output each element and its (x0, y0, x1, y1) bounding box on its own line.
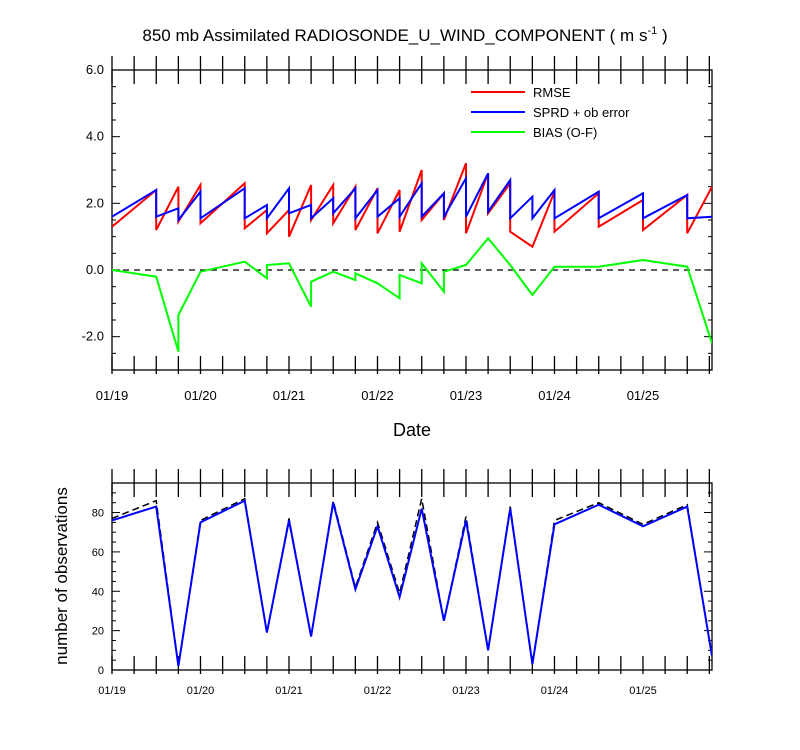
legend-label: RMSE (533, 85, 571, 100)
x-tick-label: 01/24 (541, 685, 569, 697)
x-tick-label: 01/25 (627, 388, 660, 403)
x-tick-label: 01/24 (538, 388, 571, 403)
y-tick-label: 6.0 (86, 62, 104, 77)
chart-title-end: ) (657, 26, 667, 45)
x-tick-label: 01/19 (96, 388, 129, 403)
bottom-panel: 0 20 40 60 80 01/19 01/20 01/21 01/22 01/23 01/24 0… (92, 469, 713, 697)
series-line-observations-total (112, 497, 712, 667)
y-tick-label: 4.0 (86, 129, 104, 144)
legend: RMSE SPRD + ob error BIAS (O-F) (471, 85, 630, 140)
y-tick-label: 60 (92, 547, 104, 559)
legend-label: BIAS (O-F) (533, 125, 597, 140)
x-tick-label: 01/22 (364, 685, 392, 697)
y-tick-label: 80 (92, 508, 104, 520)
chart-title-superscript: -1 (647, 25, 657, 37)
y-tick-label: -2.0 (82, 329, 104, 344)
y-tick-label: 0 (98, 665, 104, 677)
series-line-sprd-ob-error (112, 172, 712, 223)
y-axis-title-observations: number of observations (52, 487, 71, 665)
y-tick-label: 20 (92, 626, 104, 638)
series-line-rmse (112, 162, 712, 249)
obs-panel-frame (111, 482, 713, 671)
x-tick-label: 01/22 (361, 388, 394, 403)
x-tick-label: 01/20 (187, 685, 215, 697)
y-tick-label: 0.0 (86, 262, 104, 277)
x-tick-label: 01/20 (184, 388, 217, 403)
legend-label: SPRD + ob error (533, 105, 630, 120)
x-axis-title: Date (393, 420, 431, 440)
chart-title-main: 850 mb Assimilated RADIOSONDE_U_WIND_COM… (142, 26, 647, 45)
x-tick-label: 01/23 (450, 388, 483, 403)
x-tick-label: 01/23 (452, 685, 480, 697)
y-tick-label: 2.0 (86, 195, 104, 210)
chart-title: 850 mb Assimilated RADIOSONDE_U_WIND_COM… (142, 25, 667, 45)
series-line-observations-used (112, 499, 712, 667)
y-tick-label: 40 (92, 586, 104, 598)
top-panel: -2.0 0.0 2.0 4.0 6.0 01/19 01/20 01/21 01/22 01/2… (82, 56, 713, 403)
series-line-bias-o-f (112, 236, 712, 352)
x-tick-label: 01/25 (629, 685, 657, 697)
x-tick-label: 01/19 (98, 685, 126, 697)
x-tick-label: 01/21 (273, 388, 306, 403)
x-tick-label: 01/21 (275, 685, 303, 697)
